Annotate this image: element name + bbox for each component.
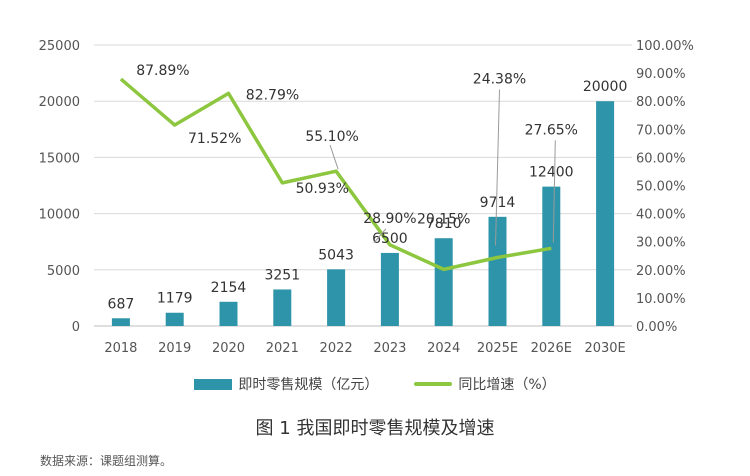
y-left-tick-label: 20000 bbox=[39, 95, 80, 110]
y-right-tick-label: 40.00% bbox=[636, 208, 686, 223]
chart-legend: 即时零售规模（亿元） 同比增速（%） bbox=[0, 374, 750, 394]
bar-value-label: 687 bbox=[108, 296, 135, 312]
bar-value-label: 7810 bbox=[426, 216, 462, 232]
y-right-tick-label: 70.00% bbox=[636, 123, 686, 138]
x-tick-label: 2018 bbox=[104, 341, 137, 356]
bar-value-label: 2154 bbox=[211, 280, 247, 296]
x-tick-label: 2024 bbox=[427, 341, 460, 356]
legend-item-growth: 同比增速（%） bbox=[414, 374, 556, 394]
line-value-label: 71.52% bbox=[188, 131, 241, 147]
y-left-tick-label: 10000 bbox=[39, 208, 80, 223]
leader-line bbox=[373, 228, 387, 244]
bar-value-label: 1179 bbox=[157, 291, 193, 307]
x-tick-label: 2022 bbox=[320, 341, 353, 356]
bar-value-label: 3251 bbox=[264, 267, 300, 283]
bar bbox=[488, 216, 507, 326]
bar bbox=[434, 238, 453, 326]
bar-value-label: 5043 bbox=[318, 247, 354, 263]
legend-item-scale: 即时零售规模（亿元） bbox=[194, 374, 378, 394]
x-tick-label: 2026E bbox=[531, 341, 572, 356]
line-value-label: 24.38% bbox=[473, 71, 526, 87]
bar bbox=[327, 269, 346, 326]
bar bbox=[219, 301, 238, 326]
y-right-tick-label: 80.00% bbox=[636, 95, 686, 110]
y-right-tick-label: 10.00% bbox=[636, 292, 686, 307]
line-value-label: 55.10% bbox=[305, 129, 358, 145]
legend-line-label: 同比增速（%） bbox=[458, 377, 556, 393]
x-tick-label: 2023 bbox=[373, 341, 406, 356]
line-value-label: 27.65% bbox=[525, 122, 578, 138]
bar-value-label: 20000 bbox=[583, 79, 628, 95]
bar bbox=[596, 101, 615, 326]
combo-chart: 0 5000 10000 15000 20000 25000 0.00% 10.00% 20.0… bbox=[39, 39, 694, 356]
bar-value-label: 9714 bbox=[480, 195, 516, 211]
bar bbox=[273, 289, 292, 326]
figure-caption: 图 1 我国即时零售规模及增速 bbox=[255, 418, 495, 439]
leader-line bbox=[495, 89, 500, 246]
line-value-label: 82.79% bbox=[246, 87, 299, 103]
y-left-tick-label: 15000 bbox=[39, 151, 80, 166]
x-tick-label: 2025E bbox=[477, 341, 518, 356]
bar bbox=[380, 252, 399, 326]
x-tick-label: 2019 bbox=[158, 341, 191, 356]
legend-line-swatch bbox=[414, 382, 453, 386]
line-value-label: 87.89% bbox=[136, 63, 189, 79]
data-source-note: 数据来源：课题组测算。 bbox=[40, 454, 173, 468]
y-left-tick-label: 25000 bbox=[39, 39, 80, 54]
x-tick-label: 2021 bbox=[266, 341, 299, 356]
legend-bar-label: 即时零售规模（亿元） bbox=[238, 377, 379, 393]
y-right-tick-label: 0.00% bbox=[636, 320, 677, 335]
line-value-label: 28.90% bbox=[363, 211, 416, 227]
y-left-tick-label: 0 bbox=[72, 320, 80, 335]
bar bbox=[165, 312, 184, 326]
growth-line bbox=[119, 77, 552, 272]
bar bbox=[542, 186, 561, 326]
legend-bar-swatch bbox=[194, 378, 233, 390]
leader-line bbox=[552, 140, 556, 243]
y-right-tick-label: 50.00% bbox=[636, 180, 686, 195]
y-right-tick-label: 90.00% bbox=[636, 67, 686, 82]
bar-value-label: 12400 bbox=[529, 165, 574, 181]
y-right-tick-label: 60.00% bbox=[636, 151, 686, 166]
bar bbox=[111, 318, 130, 326]
y-right-tick-label: 30.00% bbox=[636, 236, 686, 251]
y-left-tick-label: 5000 bbox=[47, 264, 80, 279]
x-tick-label: 2030E bbox=[584, 341, 625, 356]
line-value-label: 50.93% bbox=[296, 181, 349, 197]
y-right-tick-label: 20.00% bbox=[636, 264, 686, 279]
y-right-tick-label: 100.00% bbox=[636, 39, 694, 54]
x-tick-label: 2020 bbox=[212, 341, 245, 356]
leader-line bbox=[329, 145, 339, 170]
line-value-label: 20.15% bbox=[417, 211, 470, 227]
